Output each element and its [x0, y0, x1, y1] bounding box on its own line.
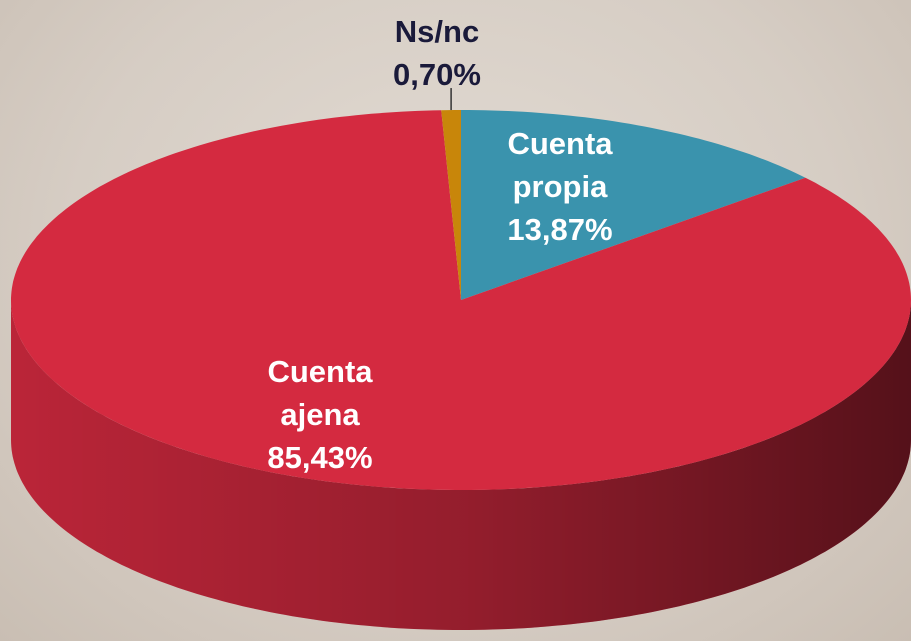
slice — [461, 110, 806, 300]
category-label: Cuenta propia — [507, 126, 613, 204]
slice-label: Cuenta ajena 85,43% — [235, 350, 405, 479]
slice — [11, 110, 911, 490]
value-label: 85,43% — [267, 440, 373, 475]
slice-label: Cuenta propia 13,87% — [475, 122, 645, 251]
slice-label: Ns/nc 0,70% — [352, 10, 522, 96]
slice — [441, 110, 461, 300]
category-label: Cuenta ajena — [267, 354, 373, 432]
slice-side-shade — [11, 300, 911, 630]
category-label: Ns/nc — [394, 14, 480, 49]
value-label: 0,70% — [393, 57, 481, 92]
value-label: 13,87% — [507, 212, 613, 247]
